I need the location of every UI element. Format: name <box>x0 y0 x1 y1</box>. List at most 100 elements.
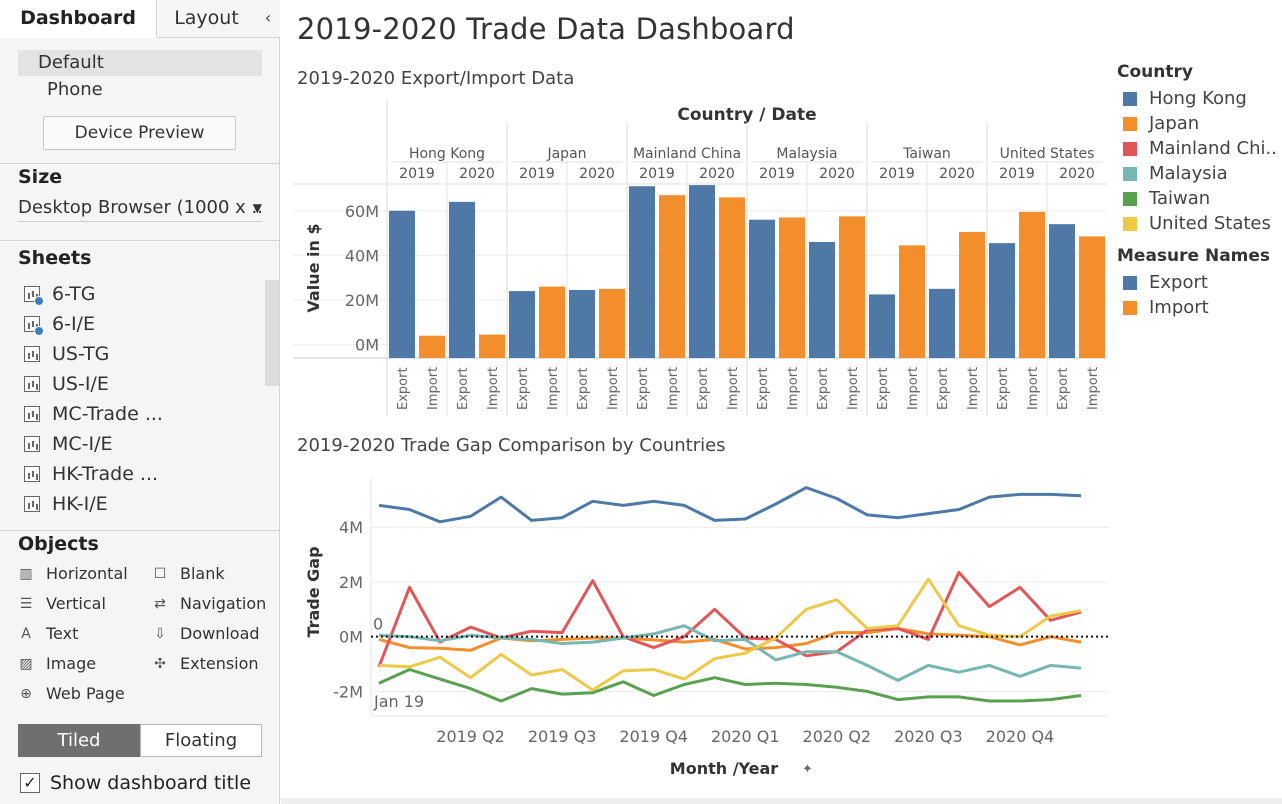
legend-item[interactable]: Taiwan <box>1123 188 1281 209</box>
object-image[interactable]: ▨ Image <box>18 654 96 673</box>
legend-item[interactable]: Export <box>1123 272 1281 293</box>
bar-measure-label: Export <box>396 367 411 410</box>
object-blank[interactable]: ☐ Blank <box>152 564 225 583</box>
bar-export <box>1049 224 1075 358</box>
device-preview-button[interactable]: Device Preview <box>43 116 236 150</box>
legend-swatch <box>1123 216 1137 231</box>
sheet-in-use-icon <box>24 316 44 336</box>
sheet-item[interactable]: MC-I/E <box>24 430 113 458</box>
chevron-left-icon[interactable]: ‹ <box>264 8 272 27</box>
bar-import <box>839 216 865 358</box>
device-option-default[interactable]: Default <box>18 50 262 76</box>
bar-country-label: Taiwan <box>902 146 951 162</box>
tab-dashboard[interactable]: Dashboard <box>0 0 157 38</box>
image-icon: ▨ <box>19 655 33 672</box>
sheet-label: HK-I/E <box>52 493 108 515</box>
globe-icon: ⊕ <box>20 685 32 702</box>
sheet-item[interactable]: HK-Trade ... <box>24 460 158 488</box>
object-label: Download <box>180 624 260 643</box>
worksheet-icon <box>24 346 40 362</box>
bar-measure-label: Import <box>1026 367 1041 410</box>
legend-item[interactable]: Import <box>1123 297 1281 318</box>
legend-label: Japan <box>1149 113 1200 134</box>
divider <box>0 530 280 531</box>
sheet-item[interactable]: 6-TG <box>24 280 96 308</box>
bar-y-tick-label: 60M <box>345 202 379 221</box>
bar-year-label: 2020 <box>579 166 615 182</box>
bar-import <box>779 217 805 358</box>
sheet-item[interactable]: US-TG <box>24 340 109 368</box>
object-download[interactable]: ⇩ Download <box>152 624 260 643</box>
legend-item[interactable]: Mainland Chi.. <box>1123 138 1281 159</box>
bar-year-label: 2019 <box>519 166 555 182</box>
legend-label: United States <box>1149 213 1271 234</box>
object-extension[interactable]: ✣ Extension <box>152 654 258 673</box>
floating-button[interactable]: Floating <box>140 724 262 757</box>
object-web-page[interactable]: ⊕ Web Page <box>18 684 125 703</box>
bar-year-label: 2019 <box>399 166 435 182</box>
bar-year-label: 2019 <box>639 166 675 182</box>
bar-country-label: Hong Kong <box>409 146 485 162</box>
bar-import <box>719 197 745 358</box>
tab-layout[interactable]: Layout <box>174 7 239 29</box>
legend-swatch <box>1123 141 1137 156</box>
device-option-phone[interactable]: Phone <box>47 79 103 100</box>
legend-label: Malaysia <box>1149 163 1228 184</box>
object-vertical[interactable]: ☰ Vertical <box>18 594 106 613</box>
size-dropdown-value: Desktop Browser (1000 x ... <box>18 197 262 218</box>
pin-icon: ✦ <box>802 762 813 777</box>
bar-measure-label: Export <box>456 367 471 410</box>
divider <box>0 240 280 241</box>
bar-import <box>539 286 565 358</box>
tiled-button[interactable]: Tiled <box>18 724 140 757</box>
show-dashboard-title-checkbox[interactable]: ✓ Show dashboard title <box>20 772 251 794</box>
bar-measure-label: Export <box>576 367 591 410</box>
dashboard-canvas: 2019-2020 Trade Data Dashboard 2019-2020… <box>281 0 1282 804</box>
bar-measure-label: Import <box>966 367 981 410</box>
line-start-label: Jan 19 <box>373 692 424 711</box>
legend-item[interactable]: Hong Kong <box>1123 88 1281 109</box>
legend-item[interactable]: Malaysia <box>1123 163 1281 184</box>
object-text[interactable]: A Text <box>18 624 78 643</box>
bar-export <box>629 186 655 358</box>
bar-measure-label: Import <box>606 367 621 410</box>
objects-heading: Objects <box>18 533 99 555</box>
object-navigation[interactable]: ⇄ Navigation <box>152 594 266 613</box>
size-dropdown[interactable]: Desktop Browser (1000 x ... ▼ <box>18 194 262 222</box>
sheet-item[interactable]: 6-I/E <box>24 310 95 338</box>
worksheet-icon <box>24 466 40 482</box>
line-x-tick-label: 2020 Q4 <box>986 727 1055 746</box>
legend-label: Taiwan <box>1149 188 1211 209</box>
bar-export <box>689 185 715 358</box>
object-horizontal[interactable]: ▥ Horizontal <box>18 564 127 583</box>
bar-measure-label: Import <box>786 367 801 410</box>
bar-year-label: 2020 <box>1059 166 1095 182</box>
worksheet-icon <box>24 496 40 512</box>
bar-import <box>659 195 685 358</box>
sheet-item[interactable]: HK-I/E <box>24 490 108 518</box>
bar-measure-label: Import <box>1086 367 1101 410</box>
bar-year-label: 2019 <box>879 166 915 182</box>
sheet-label: 6-TG <box>52 283 96 305</box>
line-series <box>377 570 1082 668</box>
checkbox-checked-icon[interactable]: ✓ <box>20 773 40 793</box>
legend-swatch <box>1123 166 1137 181</box>
bar-country-label: Malaysia <box>776 146 837 162</box>
text-icon: A <box>21 625 31 642</box>
sheet-item[interactable]: US-I/E <box>24 370 109 398</box>
sheet-item[interactable]: MC-Trade ... <box>24 400 163 428</box>
bar-import <box>1019 211 1045 358</box>
bar-export <box>569 289 595 358</box>
legend-item[interactable]: United States <box>1123 213 1281 234</box>
bottom-strip <box>281 798 1282 804</box>
line-series <box>378 668 1082 703</box>
bar-export <box>929 288 955 358</box>
size-heading: Size <box>18 166 63 188</box>
sheet-label: US-TG <box>52 343 110 365</box>
bar-export <box>749 219 775 358</box>
bar-measure-label: Export <box>996 367 1011 410</box>
bar-export <box>869 294 895 358</box>
legend-item[interactable]: Japan <box>1123 113 1281 134</box>
sheets-scrollbar[interactable] <box>265 280 279 386</box>
